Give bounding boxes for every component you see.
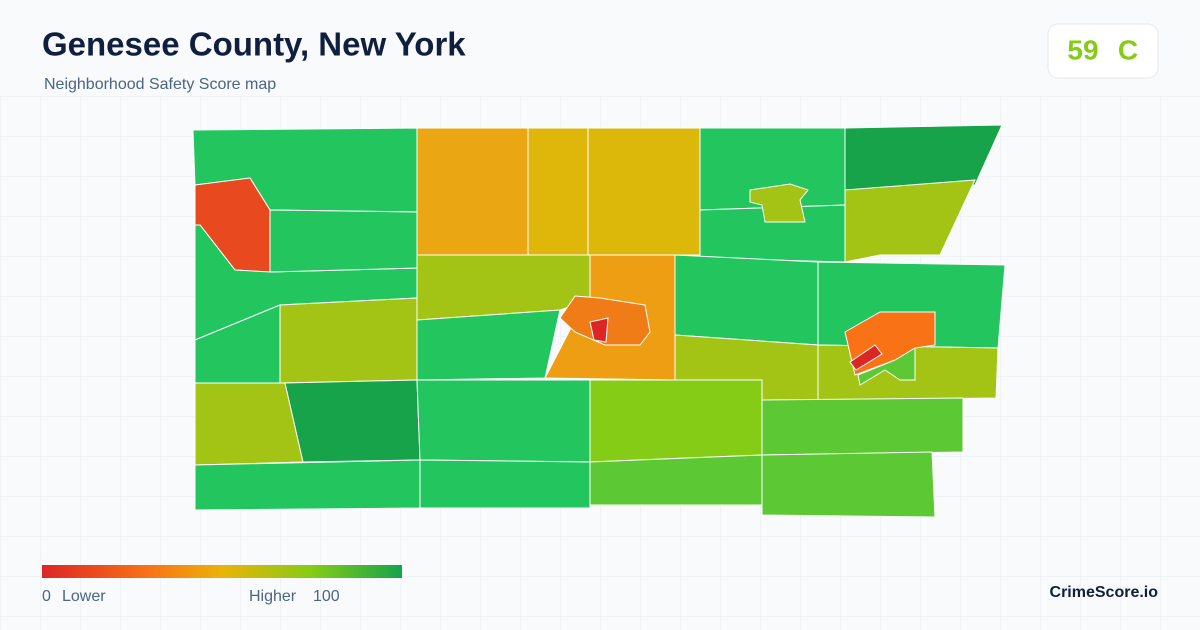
legend-gradient	[42, 565, 402, 578]
score-box	[1047, 23, 1159, 79]
region	[674, 254, 819, 346]
region	[279, 297, 418, 384]
region	[587, 127, 701, 256]
region	[844, 179, 976, 263]
region	[589, 317, 609, 343]
legend-max-label: Higher	[249, 588, 297, 605]
region	[857, 347, 916, 386]
region	[269, 209, 418, 273]
region	[749, 183, 809, 223]
region	[419, 459, 591, 509]
title: Genesee County, New York	[42, 26, 466, 63]
legend-min: 0	[42, 588, 51, 605]
subtitle: Neighborhood Safety Score map	[44, 76, 276, 93]
region	[589, 454, 763, 506]
region	[284, 379, 421, 463]
region	[844, 124, 1003, 191]
region	[194, 459, 421, 511]
region	[761, 397, 964, 456]
legend-min-label: Lower	[62, 588, 106, 605]
legend-max: 100	[313, 588, 340, 605]
region	[849, 344, 883, 371]
brand: CrimeScore.io	[1050, 584, 1159, 601]
score-grade: C	[1118, 34, 1138, 65]
region	[416, 379, 591, 463]
region	[527, 127, 589, 256]
region	[416, 309, 561, 381]
score-value: 59	[1067, 34, 1098, 65]
region	[589, 379, 763, 463]
region	[194, 382, 304, 466]
region	[416, 127, 529, 256]
map	[192, 124, 1006, 518]
region	[761, 451, 936, 518]
